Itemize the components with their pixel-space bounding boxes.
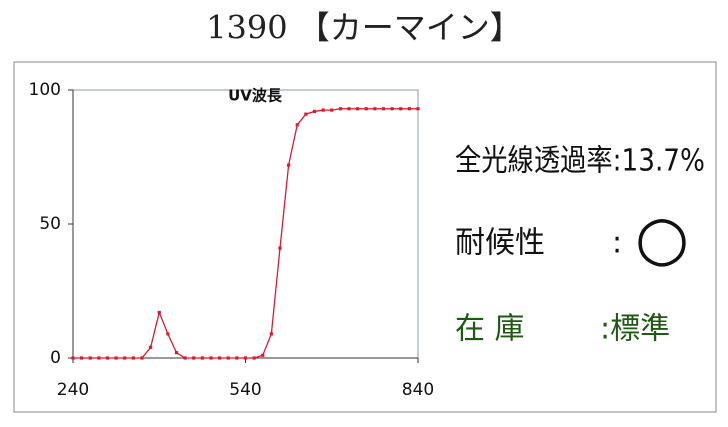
point (407, 107, 411, 111)
point (140, 356, 144, 360)
weather-label: 耐候性 (455, 226, 545, 261)
point (252, 356, 256, 360)
point (131, 356, 135, 360)
point (71, 356, 75, 360)
point (183, 356, 187, 360)
point (200, 356, 204, 360)
point (243, 356, 248, 360)
point (166, 332, 170, 336)
title: 1390 【カーマイン】 (206, 9, 522, 47)
point (174, 351, 179, 355)
point (321, 108, 325, 112)
point (97, 356, 101, 360)
stock-label: 在 庫 (455, 312, 525, 347)
transmittance: 全光線透過率:13.7% (455, 144, 705, 179)
point (269, 332, 273, 336)
point (218, 356, 222, 360)
point (312, 109, 317, 114)
y-tick-label: 100 (29, 80, 61, 100)
point (226, 356, 230, 360)
point (209, 356, 213, 360)
y-tick-label: 0 (50, 348, 61, 368)
point (416, 107, 420, 111)
weather-value: ○ (635, 201, 689, 274)
weather-sep: : (612, 226, 622, 261)
point (381, 107, 386, 111)
point (347, 107, 351, 111)
point (295, 123, 299, 127)
point (88, 356, 92, 360)
point (80, 356, 84, 360)
point (338, 107, 342, 111)
x-tick-label: 540 (229, 380, 261, 400)
point (356, 107, 360, 111)
point (235, 356, 239, 360)
point (278, 246, 282, 250)
point (287, 163, 291, 167)
point (364, 107, 368, 111)
point (123, 356, 127, 360)
x-tick-label: 240 (57, 380, 89, 400)
point (330, 108, 334, 112)
stock-value: :標準 (600, 312, 670, 347)
point (261, 353, 265, 357)
point (304, 112, 308, 116)
point (373, 107, 377, 111)
point (399, 107, 403, 111)
point (192, 356, 196, 360)
point (105, 356, 110, 360)
plot-area (72, 89, 419, 359)
point (149, 345, 153, 349)
point (390, 107, 394, 111)
y-tick-label: 50 (39, 214, 61, 234)
point (157, 310, 161, 315)
point (114, 356, 118, 360)
x-tick-label: 840 (402, 380, 434, 400)
chart-title: UV波長 (228, 87, 283, 105)
card-border (13, 61, 717, 413)
